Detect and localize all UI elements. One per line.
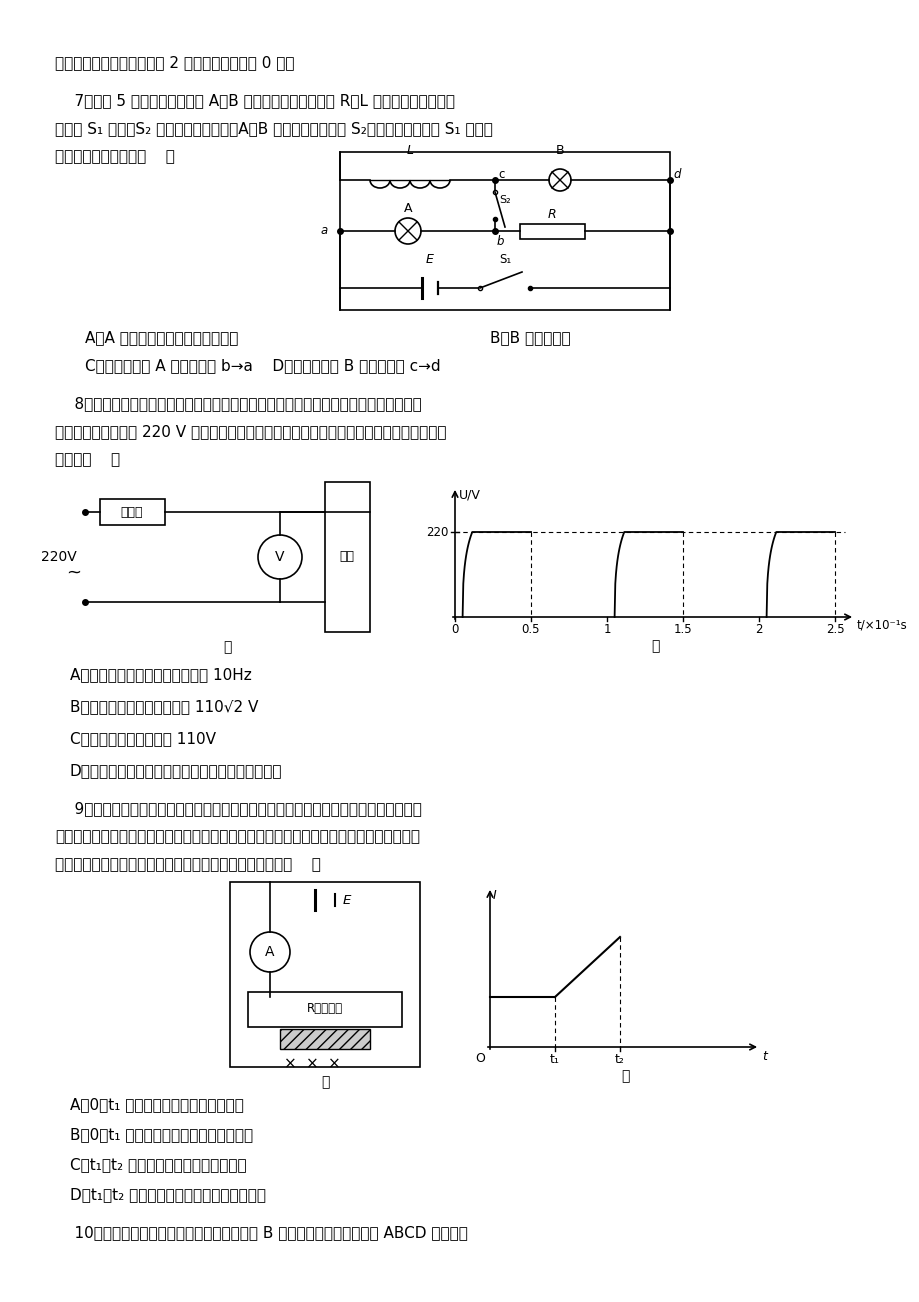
Text: t₁: t₁ (550, 1053, 560, 1066)
Text: 铅笔涂在答题卡上，漏选得 2 分，错选或多选得 0 分）: 铅笔涂在答题卡上，漏选得 2 分，错选或多选得 0 分） (55, 55, 294, 70)
Text: 乙: 乙 (620, 1069, 629, 1083)
Text: 2.5: 2.5 (824, 622, 844, 635)
Text: 220V: 220V (41, 549, 77, 564)
Text: V: V (275, 549, 285, 564)
Text: 0: 0 (451, 622, 459, 635)
Text: A: A (265, 945, 275, 960)
Text: O: O (474, 1052, 484, 1065)
Text: 甲: 甲 (222, 641, 231, 654)
Bar (100, 499, 165, 525)
Text: 10、如图所示，在竖直方向的磁感应强度为 B 的匀强磁场中，金属框架 ABCD 固定在水: 10、如图所示，在竖直方向的磁感应强度为 B 的匀强磁场中，金属框架 ABCD … (55, 1225, 468, 1240)
Text: A．0～t₁ 时间内，升降机一定匀速运动: A．0～t₁ 时间内，升降机一定匀速运动 (70, 1098, 244, 1112)
Text: 1: 1 (603, 622, 610, 635)
Text: B．B 灯立即熄灭: B．B 灯立即熄灭 (490, 329, 570, 345)
Bar (324, 482, 369, 631)
Text: S₂: S₂ (498, 195, 510, 204)
Text: C．交流电压表的示数是 110V: C．交流电压表的示数是 110V (70, 730, 216, 746)
Text: ~: ~ (66, 564, 81, 582)
Bar (230, 881, 420, 1068)
Text: A．A 灯将比原来更亮一下后再熄灭: A．A 灯将比原来更亮一下后再熄灭 (85, 329, 238, 345)
Text: ×: × (327, 1057, 340, 1072)
Text: A．加在灯管两端的电源的频率是 10Hz: A．加在灯管两端的电源的频率是 10Hz (70, 667, 252, 682)
Text: c: c (497, 168, 504, 181)
Text: B．0～t₁ 时间内，升降机可能匀减速上升: B．0～t₁ 时间内，升降机可能匀减速上升 (70, 1128, 253, 1142)
Bar (340, 152, 669, 310)
Bar (248, 992, 402, 1027)
Text: A: A (403, 202, 412, 215)
Text: 节亮度．给该台灯接 220 V 的正弦交流电后加在灯管两端的电压如图乙所示，则下列说法正: 节亮度．给该台灯接 220 V 的正弦交流电后加在灯管两端的电压如图乙所示，则下… (55, 424, 446, 439)
Text: E: E (425, 253, 434, 266)
Bar (279, 1029, 369, 1049)
Text: C．有电流通过 A 灯，方向为 b→a    D．有电流通过 B 灯，方向为 c→d: C．有电流通过 A 灯，方向为 b→a D．有电流通过 B 灯，方向为 c→d (85, 358, 440, 372)
Text: S₁: S₁ (498, 253, 511, 266)
Text: D．通过可控硅后加在灯管两端的电压仍为交变电流: D．通过可控硅后加在灯管两端的电压仍为交变电流 (70, 763, 282, 779)
Text: C．t₁～t₂ 时间内，升降机可能匀速上升: C．t₁～t₂ 时间内，升降机可能匀速上升 (70, 1157, 246, 1172)
Text: 1.5: 1.5 (673, 622, 692, 635)
Text: R压敏电阻: R压敏电阻 (307, 1003, 343, 1016)
Text: 确的是（    ）: 确的是（ ） (55, 452, 120, 467)
Bar (519, 224, 584, 240)
Text: ×: × (283, 1057, 296, 1072)
Text: 敏电阻接在如图甲所示的电路中，电流表示数变化如图乙所示，某同学根据电流表的示数变: 敏电阻接在如图甲所示的电路中，电流表示数变化如图乙所示，某同学根据电流表的示数变 (55, 829, 420, 844)
Text: I: I (493, 889, 496, 902)
Text: R: R (547, 208, 556, 221)
Text: E: E (343, 893, 351, 906)
Text: 可控硅: 可控硅 (120, 505, 143, 518)
Text: d: d (673, 168, 680, 181)
Text: t: t (761, 1049, 766, 1062)
Text: 圈．当 S₁ 闭合，S₂ 断开且电路稳定时，A、B 亮度相同，再闭合 S₂，待电路稳定后将 S₁ 断开，: 圈．当 S₁ 闭合，S₂ 断开且电路稳定时，A、B 亮度相同，再闭合 S₂，待电… (55, 121, 493, 135)
Text: 化情况推断升降机向上的运动状态，下列说法中正确的是（    ）: 化情况推断升降机向上的运动状态，下列说法中正确的是（ ） (55, 857, 321, 872)
Text: B．灯管两端电压的有效值是 110√2 V: B．灯管两端电压的有效值是 110√2 V (70, 699, 258, 713)
Text: t/×10⁻¹s: t/×10⁻¹s (857, 618, 907, 631)
Text: b: b (496, 234, 504, 247)
Text: 9．压敏电阻的阻值随所受压力的增大而减小，在升降机中将重物放在压敏电阻上，压: 9．压敏电阻的阻值随所受压力的增大而减小，在升降机中将重物放在压敏电阻上，压 (55, 801, 422, 816)
Text: a: a (321, 224, 328, 237)
Text: 乙: 乙 (650, 639, 659, 654)
Text: 2: 2 (754, 622, 762, 635)
Text: 220: 220 (426, 526, 448, 539)
Text: 7、如图 5 所示，相同的灯泡 A、B 与固定电阻的阻值均为 R，L 是自感系数很大的线: 7、如图 5 所示，相同的灯泡 A、B 与固定电阻的阻值均为 R，L 是自感系数… (55, 92, 455, 108)
Text: 8、如图甲所示为一种调光台灯电路示意图，它通过双向可控硅电子器件实现了无级调: 8、如图甲所示为一种调光台灯电路示意图，它通过双向可控硅电子器件实现了无级调 (55, 396, 421, 411)
Text: L: L (406, 145, 413, 158)
Text: 甲: 甲 (321, 1075, 329, 1088)
Text: 下列说法中正确的是（    ）: 下列说法中正确的是（ ） (55, 148, 175, 164)
Text: B: B (555, 145, 563, 158)
Text: t₂: t₂ (615, 1053, 624, 1066)
Text: ×: × (305, 1057, 318, 1072)
Text: D．t₁～t₂ 时间内，升降机不可能匀加速上升: D．t₁～t₂ 时间内，升降机不可能匀加速上升 (70, 1187, 266, 1202)
Text: 0.5: 0.5 (521, 622, 539, 635)
Text: 灯管: 灯管 (339, 551, 354, 564)
Text: U/V: U/V (459, 490, 481, 503)
